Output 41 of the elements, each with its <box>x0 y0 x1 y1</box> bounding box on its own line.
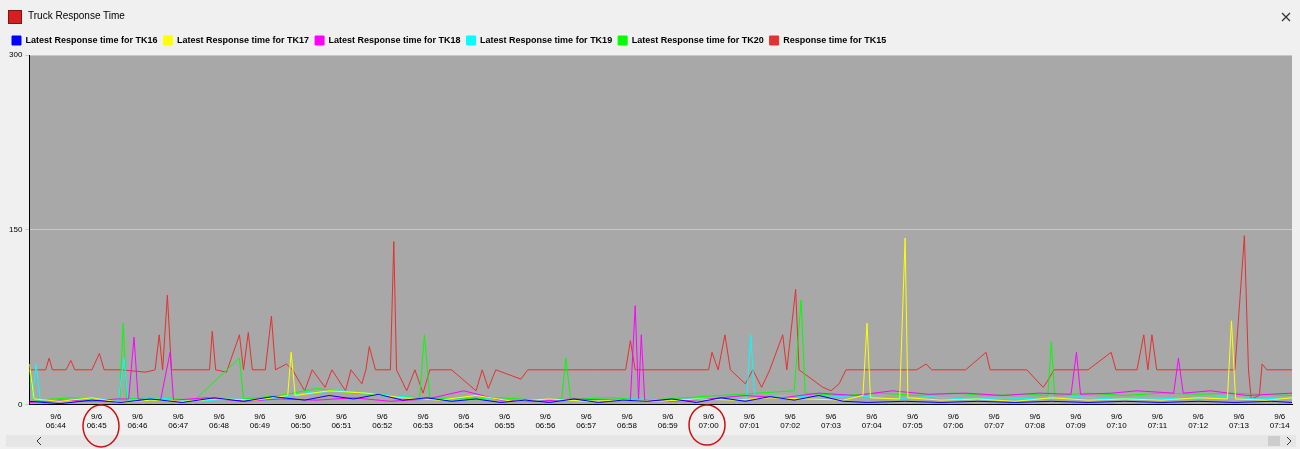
legend-label: Latest Response time for TK17 <box>177 34 310 45</box>
legend-label: Response time for TK15 <box>783 34 887 45</box>
x-tick-label: 9/6 06:49 <box>249 411 271 431</box>
x-tick-label: 9/6 07:08 <box>1024 411 1046 431</box>
x-tick-label: 9/6 06:47 <box>168 411 189 431</box>
x-tick-label: 9/6 07:03 <box>820 411 842 431</box>
y-tick-label: 150 <box>8 225 23 235</box>
y-tick-label: 300 <box>8 50 23 60</box>
x-tick-label: 9/6 06:50 <box>290 411 312 431</box>
x-tick-label: 9/6 07:10 <box>1106 411 1128 431</box>
x-tick-label: 9/6 06:57 <box>576 411 597 431</box>
x-tick-label: 9/6 06:52 <box>372 411 393 431</box>
x-tick-label: 9/6 07:01 <box>739 411 760 431</box>
x-tick-label: 9/6 07:14 <box>1269 411 1291 431</box>
x-tick-label: 9/6 06:54 <box>453 411 475 431</box>
x-tick-label: 9/6 06:55 <box>494 411 516 431</box>
x-tick-label: 9/6 07:00 <box>698 411 720 431</box>
x-tick-label: 9/6 07:02 <box>780 411 801 431</box>
x-tick-label: 9/6 07:13 <box>1228 411 1250 431</box>
x-tick-label: 9/6 06:58 <box>617 411 638 431</box>
x-tick-label: 9/6 07:09 <box>1065 411 1087 431</box>
x-tick-label: 9/6 07:04 <box>861 411 883 431</box>
x-tick-label: 9/6 07:05 <box>902 411 924 431</box>
legend-label: Latest Response time for TK16 <box>25 34 158 45</box>
x-tick-label: 9/6 06:44 <box>45 411 67 431</box>
x-tick-label: 9/6 06:51 <box>331 411 352 431</box>
chart-title: Truck Response Time <box>28 10 125 21</box>
x-tick-label: 9/6 06:48 <box>209 411 230 431</box>
x-tick-label: 9/6 07:11 <box>1147 411 1168 431</box>
x-tick-label: 9/6 06:45 <box>86 411 108 431</box>
x-tick-label: 9/6 06:46 <box>127 411 149 431</box>
x-tick-label: 9/6 07:06 <box>943 411 964 431</box>
x-tick-label: 9/6 06:56 <box>535 411 556 431</box>
legend-label: Latest Response time for TK20 <box>631 34 764 45</box>
y-tick-label: 0 <box>17 400 23 409</box>
x-tick-label: 9/6 06:53 <box>413 411 434 431</box>
legend-label: Latest Response time for TK19 <box>480 34 613 45</box>
x-tick-label: 9/6 07:07 <box>984 411 1005 431</box>
legend-label: Latest Response time for TK18 <box>328 34 461 45</box>
x-tick-label: 9/6 06:59 <box>657 411 679 431</box>
x-tick-label: 9/6 07:12 <box>1188 411 1209 431</box>
